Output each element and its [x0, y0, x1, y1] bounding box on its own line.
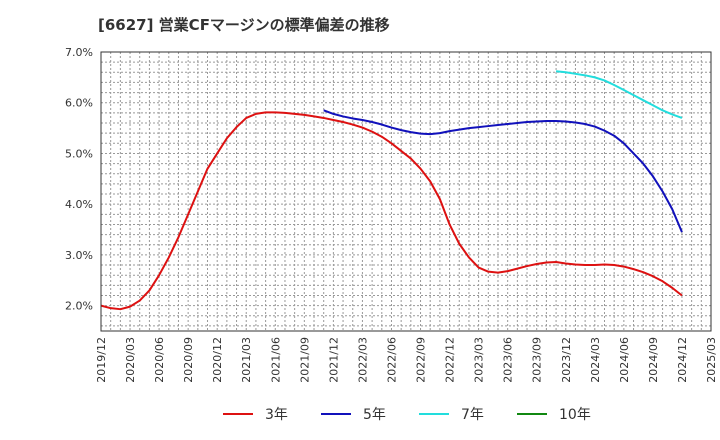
y-axis-ticks: 2.0% 3.0% 4.0% 5.0% 6.0% 7.0%	[65, 46, 93, 313]
series-line-7年	[555, 70, 683, 119]
x-tick-label: 2021/03	[240, 337, 253, 383]
x-tick-label: 2021/12	[327, 337, 340, 383]
series-line-3年	[100, 111, 683, 311]
x-tick-label: 2019/12	[95, 337, 108, 383]
y-tick-label: 3.0%	[65, 249, 93, 262]
x-tick-label: 2024/09	[647, 337, 660, 383]
x-tick-label: 2024/06	[618, 337, 631, 383]
legend-label: 7年	[461, 407, 484, 423]
y-tick-label: 2.0%	[65, 300, 93, 313]
y-tick-label: 5.0%	[65, 147, 93, 160]
legend-label: 10年	[559, 407, 591, 423]
plot-frame	[100, 51, 712, 332]
legend-label: 5年	[363, 407, 386, 423]
x-tick-label: 2022/03	[356, 337, 369, 383]
y-tick-label: 6.0%	[65, 97, 93, 110]
x-tick-label: 2023/12	[560, 337, 573, 383]
x-tick-label: 2023/03	[473, 337, 486, 383]
x-axis-ticks: 2019/12 2020/03 2020/06 2020/09 2020/12 2021/…	[95, 337, 718, 383]
x-tick-label: 2022/06	[385, 337, 398, 383]
x-tick-label: 2022/09	[415, 337, 428, 383]
legend-label: 3年	[265, 407, 288, 423]
x-tick-label: 2024/12	[676, 337, 689, 383]
chart-title: [6627] 営業CFマージンの標準偏差の推移	[98, 16, 390, 34]
x-tick-label: 2022/12	[444, 337, 457, 383]
x-tick-label: 2020/03	[124, 337, 137, 383]
x-tick-label: 2021/06	[269, 337, 282, 383]
x-tick-label: 2023/09	[531, 337, 544, 383]
y-tick-label: 7.0%	[65, 46, 93, 59]
x-tick-label: 2021/09	[298, 337, 311, 383]
y-tick-label: 4.0%	[65, 198, 93, 211]
x-tick-label: 2023/06	[502, 337, 515, 383]
legend: 3年 5年 7年 10年	[223, 407, 591, 423]
series-line-5年	[323, 109, 683, 233]
grid-lines	[101, 52, 711, 331]
series-lines	[100, 70, 683, 311]
x-tick-label: 2020/09	[182, 337, 195, 383]
x-tick-label: 2024/03	[589, 337, 602, 383]
x-tick-label: 2020/06	[153, 337, 166, 383]
x-tick-label: 2020/12	[211, 337, 224, 383]
x-tick-label: 2025/03	[705, 337, 718, 383]
